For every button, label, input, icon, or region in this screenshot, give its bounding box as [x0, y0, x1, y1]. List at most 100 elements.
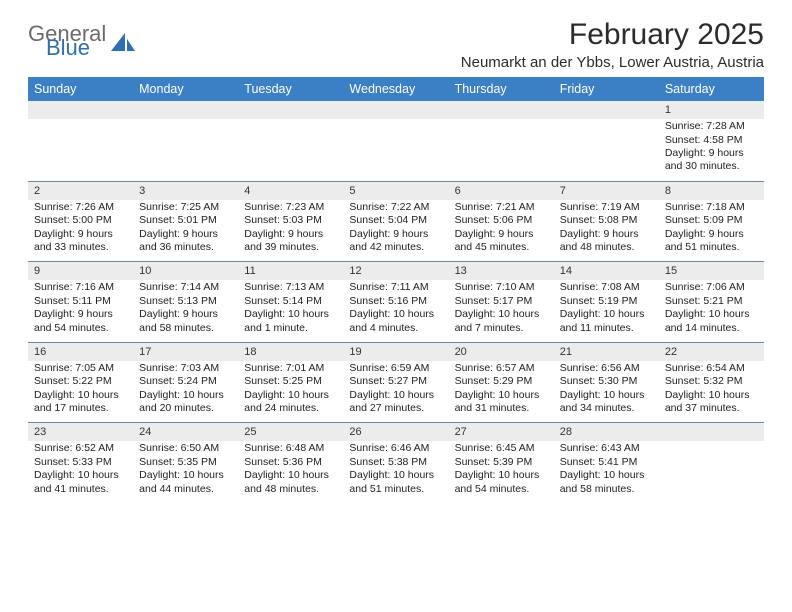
daynum-row: 9101112131415 — [28, 262, 764, 281]
sunset-text: Sunset: 5:27 PM — [349, 375, 442, 388]
day-number: 26 — [343, 423, 448, 442]
weekday-header: Friday — [554, 77, 659, 101]
sunset-text: Sunset: 5:30 PM — [560, 375, 653, 388]
sunrise-text: Sunrise: 6:43 AM — [560, 442, 653, 455]
daylight-text: Daylight: 10 hours and 20 minutes. — [139, 389, 232, 416]
day-details: Sunrise: 7:26 AMSunset: 5:00 PMDaylight:… — [28, 200, 133, 262]
day-number: 23 — [28, 423, 133, 442]
day-details: Sunrise: 7:10 AMSunset: 5:17 PMDaylight:… — [449, 280, 554, 342]
daylight-text: Daylight: 9 hours and 33 minutes. — [34, 228, 127, 255]
sunset-text: Sunset: 5:35 PM — [139, 456, 232, 469]
header: General Blue February 2025 Neumarkt an d… — [28, 18, 764, 71]
weekday-header: Tuesday — [238, 77, 343, 101]
calendar-head: Sunday Monday Tuesday Wednesday Thursday… — [28, 77, 764, 101]
sunset-text: Sunset: 5:14 PM — [244, 295, 337, 308]
day-details: Sunrise: 7:22 AMSunset: 5:04 PMDaylight:… — [343, 200, 448, 262]
sunset-text: Sunset: 5:19 PM — [560, 295, 653, 308]
sunrise-text: Sunrise: 7:25 AM — [139, 201, 232, 214]
day-number: 19 — [343, 342, 448, 361]
day-number: 11 — [238, 262, 343, 281]
day-details: Sunrise: 6:46 AMSunset: 5:38 PMDaylight:… — [343, 441, 448, 503]
sunrise-text: Sunrise: 6:46 AM — [349, 442, 442, 455]
calendar-table: Sunday Monday Tuesday Wednesday Thursday… — [28, 77, 764, 503]
sunrise-text: Sunrise: 7:26 AM — [34, 201, 127, 214]
day-number — [238, 101, 343, 119]
day-number: 27 — [449, 423, 554, 442]
sunrise-text: Sunrise: 7:18 AM — [665, 201, 758, 214]
daylight-text: Daylight: 9 hours and 51 minutes. — [665, 228, 758, 255]
sunset-text: Sunset: 5:06 PM — [455, 214, 548, 227]
daylight-text: Daylight: 9 hours and 42 minutes. — [349, 228, 442, 255]
day-details: Sunrise: 7:05 AMSunset: 5:22 PMDaylight:… — [28, 361, 133, 423]
sunrise-text: Sunrise: 6:59 AM — [349, 362, 442, 375]
sunrise-text: Sunrise: 6:57 AM — [455, 362, 548, 375]
day-number: 20 — [449, 342, 554, 361]
daylight-text: Daylight: 10 hours and 44 minutes. — [139, 469, 232, 496]
sunset-text: Sunset: 5:13 PM — [139, 295, 232, 308]
day-number: 28 — [554, 423, 659, 442]
sunrise-text: Sunrise: 7:16 AM — [34, 281, 127, 294]
weekday-row: Sunday Monday Tuesday Wednesday Thursday… — [28, 77, 764, 101]
sunrise-text: Sunrise: 7:23 AM — [244, 201, 337, 214]
daylight-text: Daylight: 10 hours and 58 minutes. — [560, 469, 653, 496]
daylight-text: Daylight: 10 hours and 11 minutes. — [560, 308, 653, 335]
daylight-text: Daylight: 10 hours and 34 minutes. — [560, 389, 653, 416]
daylight-text: Daylight: 10 hours and 48 minutes. — [244, 469, 337, 496]
sunset-text: Sunset: 5:36 PM — [244, 456, 337, 469]
sunrise-text: Sunrise: 7:10 AM — [455, 281, 548, 294]
sunrise-text: Sunrise: 7:08 AM — [560, 281, 653, 294]
day-details: Sunrise: 6:57 AMSunset: 5:29 PMDaylight:… — [449, 361, 554, 423]
sunrise-text: Sunrise: 7:19 AM — [560, 201, 653, 214]
sunrise-text: Sunrise: 7:06 AM — [665, 281, 758, 294]
day-number: 16 — [28, 342, 133, 361]
day-number: 10 — [133, 262, 238, 281]
sunset-text: Sunset: 5:01 PM — [139, 214, 232, 227]
daylight-text: Daylight: 9 hours and 30 minutes. — [665, 147, 758, 174]
sunset-text: Sunset: 5:33 PM — [34, 456, 127, 469]
day-details: Sunrise: 7:03 AMSunset: 5:24 PMDaylight:… — [133, 361, 238, 423]
day-number: 15 — [659, 262, 764, 281]
day-details: Sunrise: 7:06 AMSunset: 5:21 PMDaylight:… — [659, 280, 764, 342]
sunrise-text: Sunrise: 7:11 AM — [349, 281, 442, 294]
day-details: Sunrise: 7:28 AMSunset: 4:58 PMDaylight:… — [659, 119, 764, 181]
day-details — [343, 119, 448, 181]
day-details: Sunrise: 7:18 AMSunset: 5:09 PMDaylight:… — [659, 200, 764, 262]
day-details — [659, 441, 764, 503]
sunrise-text: Sunrise: 7:01 AM — [244, 362, 337, 375]
daynum-row: 232425262728 — [28, 423, 764, 442]
day-details — [133, 119, 238, 181]
day-details: Sunrise: 7:14 AMSunset: 5:13 PMDaylight:… — [133, 280, 238, 342]
logo: General Blue — [28, 24, 137, 58]
day-details: Sunrise: 6:45 AMSunset: 5:39 PMDaylight:… — [449, 441, 554, 503]
day-details: Sunrise: 7:16 AMSunset: 5:11 PMDaylight:… — [28, 280, 133, 342]
details-row: Sunrise: 7:26 AMSunset: 5:00 PMDaylight:… — [28, 200, 764, 262]
day-number: 7 — [554, 181, 659, 200]
sunrise-text: Sunrise: 6:45 AM — [455, 442, 548, 455]
sunset-text: Sunset: 5:08 PM — [560, 214, 653, 227]
sunset-text: Sunset: 5:29 PM — [455, 375, 548, 388]
daylight-text: Daylight: 10 hours and 27 minutes. — [349, 389, 442, 416]
day-number — [28, 101, 133, 119]
day-number: 21 — [554, 342, 659, 361]
daylight-text: Daylight: 9 hours and 36 minutes. — [139, 228, 232, 255]
sunrise-text: Sunrise: 7:22 AM — [349, 201, 442, 214]
day-number: 14 — [554, 262, 659, 281]
sunset-text: Sunset: 5:09 PM — [665, 214, 758, 227]
day-number: 2 — [28, 181, 133, 200]
weekday-header: Sunday — [28, 77, 133, 101]
daylight-text: Daylight: 10 hours and 37 minutes. — [665, 389, 758, 416]
day-number — [554, 101, 659, 119]
sunset-text: Sunset: 5:17 PM — [455, 295, 548, 308]
day-number: 24 — [133, 423, 238, 442]
day-number: 25 — [238, 423, 343, 442]
sunrise-text: Sunrise: 7:03 AM — [139, 362, 232, 375]
sunrise-text: Sunrise: 7:05 AM — [34, 362, 127, 375]
sunrise-text: Sunrise: 6:54 AM — [665, 362, 758, 375]
day-details: Sunrise: 6:48 AMSunset: 5:36 PMDaylight:… — [238, 441, 343, 503]
weekday-header: Monday — [133, 77, 238, 101]
daylight-text: Daylight: 9 hours and 45 minutes. — [455, 228, 548, 255]
day-number — [659, 423, 764, 442]
day-number: 22 — [659, 342, 764, 361]
day-details: Sunrise: 6:52 AMSunset: 5:33 PMDaylight:… — [28, 441, 133, 503]
day-details: Sunrise: 7:21 AMSunset: 5:06 PMDaylight:… — [449, 200, 554, 262]
